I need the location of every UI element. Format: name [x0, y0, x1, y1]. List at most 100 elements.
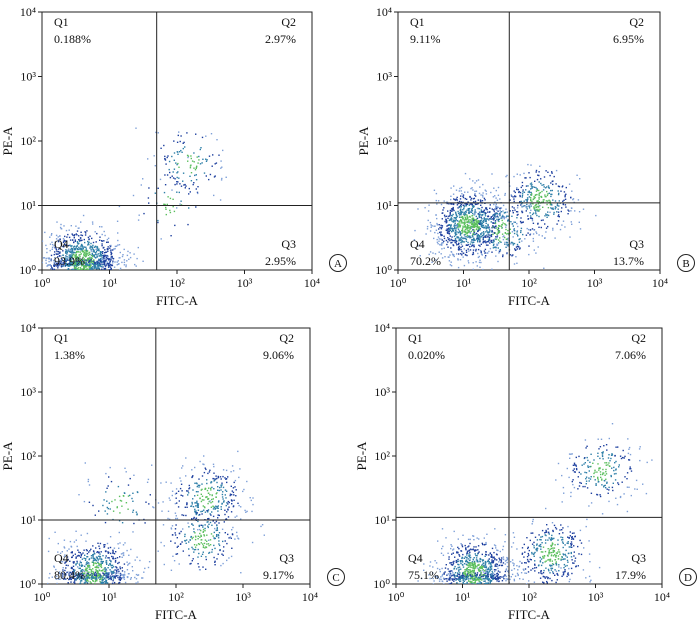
event-dot	[496, 575, 499, 577]
event-dot	[503, 216, 506, 218]
event-dot	[48, 260, 50, 263]
event-dot	[489, 565, 491, 568]
event-dot	[119, 556, 121, 558]
event-dot	[445, 578, 447, 580]
event-dot	[56, 264, 59, 266]
event-dot	[65, 250, 67, 253]
event-dot	[462, 222, 464, 224]
event-dot	[482, 575, 484, 578]
event-dot	[566, 575, 568, 578]
event-dot	[525, 189, 527, 191]
y-tick-label: 10³	[376, 70, 392, 84]
event-dot	[97, 567, 100, 569]
event-dot	[123, 248, 125, 251]
event-dot	[588, 575, 591, 578]
event-dot	[578, 221, 580, 223]
event-dot	[485, 228, 488, 230]
event-dot	[479, 249, 482, 252]
event-dot	[213, 537, 216, 540]
event-dot	[495, 189, 497, 192]
event-dot	[549, 558, 552, 560]
event-dot	[196, 506, 199, 508]
event-dot	[457, 546, 459, 549]
event-dot	[81, 558, 84, 560]
event-dot	[160, 482, 162, 484]
event-dot	[471, 574, 474, 576]
event-dot	[230, 537, 232, 539]
event-dot	[530, 197, 532, 199]
event-dot	[107, 255, 109, 257]
event-dot	[470, 573, 472, 575]
event-dot	[89, 247, 91, 249]
event-dot	[540, 219, 543, 222]
event-dot	[556, 573, 559, 575]
event-dot	[207, 498, 209, 500]
event-dot	[171, 525, 174, 527]
event-dot	[570, 210, 572, 212]
event-dot	[101, 257, 103, 259]
event-dot	[183, 184, 185, 186]
event-dot	[220, 167, 222, 169]
event-dot	[526, 201, 528, 203]
event-dot	[477, 552, 479, 554]
event-dot	[58, 571, 61, 573]
event-dot	[429, 230, 432, 232]
event-dot	[453, 254, 455, 256]
event-dot	[78, 577, 80, 579]
event-dot	[495, 209, 498, 211]
event-dot	[59, 251, 61, 253]
event-dot	[451, 230, 453, 233]
event-dot	[64, 569, 66, 572]
event-dot	[471, 575, 473, 577]
event-dot	[481, 564, 483, 566]
event-dot	[122, 554, 125, 557]
event-dot	[93, 254, 95, 256]
event-dot	[456, 582, 458, 584]
event-dot	[230, 485, 232, 487]
event-dot	[182, 142, 184, 144]
event-dot	[460, 214, 462, 216]
event-dot	[503, 212, 506, 214]
event-dot	[51, 268, 54, 270]
event-dot	[514, 575, 517, 577]
event-dot	[541, 201, 543, 203]
event-dot	[489, 579, 491, 581]
event-dot	[567, 552, 570, 555]
event-dot	[56, 253, 58, 255]
event-dot	[177, 153, 179, 155]
event-dot	[495, 197, 497, 199]
event-dot	[172, 177, 175, 179]
event-dot	[102, 575, 104, 577]
event-dot	[98, 565, 100, 567]
event-dot	[499, 240, 501, 243]
event-dot	[178, 563, 180, 565]
event-dot	[468, 580, 470, 582]
event-dot	[572, 562, 574, 564]
event-dot	[119, 566, 121, 568]
event-dot	[118, 578, 120, 581]
event-dot	[83, 254, 85, 256]
event-dot	[463, 219, 465, 221]
event-dot	[534, 194, 537, 197]
event-dot	[55, 568, 57, 571]
event-dot	[215, 496, 217, 498]
event-dot	[458, 548, 460, 550]
event-dot	[86, 575, 88, 578]
event-dot	[193, 528, 195, 530]
event-dot	[58, 259, 60, 261]
event-dot	[175, 488, 178, 490]
event-dot	[496, 565, 498, 567]
event-dot	[88, 260, 91, 263]
event-dot	[468, 235, 470, 238]
event-dot	[122, 576, 124, 579]
event-dot	[513, 198, 515, 200]
event-dot	[102, 576, 104, 578]
event-dot	[49, 249, 51, 252]
event-dot	[500, 557, 503, 559]
event-dot	[576, 174, 578, 176]
event-dot	[487, 579, 490, 582]
event-dot	[489, 552, 492, 554]
event-dot	[195, 518, 197, 520]
event-dot	[450, 227, 452, 229]
event-dot	[472, 535, 474, 537]
